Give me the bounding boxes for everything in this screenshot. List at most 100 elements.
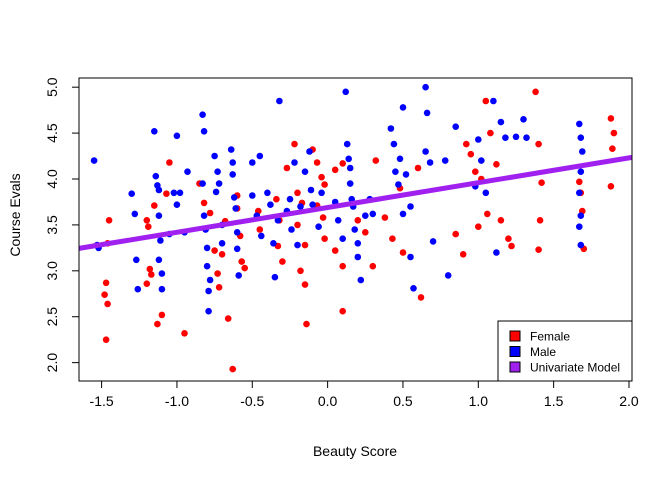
male-point <box>577 212 585 219</box>
female-point <box>256 226 264 233</box>
male-point <box>235 272 242 279</box>
female-point <box>273 195 280 203</box>
univariate-model-line <box>78 154 633 251</box>
female-point <box>143 217 151 224</box>
male-point <box>249 192 256 199</box>
female-point <box>607 115 615 122</box>
legend-label: Female <box>530 330 570 344</box>
female-point <box>381 214 389 221</box>
x-tick-label: 0.5 <box>393 393 413 409</box>
female-point <box>610 129 618 137</box>
male-point <box>475 136 482 143</box>
male-point <box>422 148 429 155</box>
female-point <box>319 214 327 221</box>
male-point <box>184 168 191 175</box>
male-point <box>264 189 271 197</box>
female-point <box>291 140 298 148</box>
male-point <box>512 133 520 141</box>
female-point <box>206 209 214 217</box>
female-point <box>508 242 515 250</box>
female-point <box>241 264 248 272</box>
male-point <box>256 152 264 160</box>
male-point <box>249 159 256 166</box>
y-tick-label: 4.0 <box>44 169 60 189</box>
female-point <box>467 150 475 158</box>
male-point <box>155 186 163 194</box>
male-point <box>133 256 140 264</box>
male-point <box>294 241 301 249</box>
x-axis: -1.5 -1.0 -0.5 0.0 0.5 1.0 1.5 2.0 <box>90 380 639 409</box>
male-point <box>523 134 530 141</box>
female-point <box>158 311 166 319</box>
female-point <box>321 181 328 188</box>
male-point <box>151 128 158 135</box>
female-point <box>105 217 113 224</box>
male-point <box>206 276 214 284</box>
female-point <box>102 336 110 344</box>
female-point <box>339 307 347 315</box>
male-point <box>232 205 239 212</box>
female-point <box>414 164 422 172</box>
female-point <box>294 221 301 229</box>
female-point <box>301 241 309 249</box>
female-point <box>459 251 467 258</box>
female-point <box>151 202 158 209</box>
male-point <box>497 118 505 126</box>
female-point <box>535 140 542 148</box>
male-point <box>362 212 369 219</box>
legend-swatch <box>509 361 521 373</box>
male-point <box>301 168 309 175</box>
legend-swatch <box>509 330 521 342</box>
legend-label: Male <box>530 345 556 359</box>
male-point <box>577 134 585 141</box>
female-point <box>339 262 347 270</box>
y-axis: 2.0 2.5 3.0 3.5 4.0 4.5 5.0 <box>44 77 80 372</box>
female-point <box>321 235 328 242</box>
female-point <box>472 168 479 175</box>
y-tick-label: 3.0 <box>44 261 60 281</box>
female-point <box>532 88 539 96</box>
female-point <box>163 190 170 197</box>
male-point <box>309 201 316 208</box>
female-point <box>369 262 377 270</box>
female-point <box>536 217 544 224</box>
female-point <box>283 164 291 172</box>
male-point <box>343 140 351 148</box>
male-point <box>577 168 585 175</box>
male-point <box>297 203 304 210</box>
x-tick-label: 1.5 <box>544 393 564 409</box>
female-point <box>538 179 545 186</box>
male-point <box>354 240 362 247</box>
female-point <box>318 173 325 181</box>
male-point <box>286 195 294 203</box>
male-point <box>274 217 282 224</box>
female-point <box>339 160 347 167</box>
male-point <box>176 189 184 197</box>
female-point <box>331 166 339 174</box>
male-point <box>452 123 460 130</box>
male-point <box>288 226 295 233</box>
female-point <box>181 330 188 337</box>
male-point <box>339 235 347 242</box>
male-point <box>173 132 181 140</box>
male-point <box>155 256 163 264</box>
male-point <box>399 104 407 111</box>
male-point <box>199 111 206 118</box>
female-point <box>354 217 362 224</box>
male-point <box>199 180 206 187</box>
male-point <box>346 164 354 172</box>
points-layer <box>90 83 618 373</box>
x-tick-label: 1.0 <box>469 393 489 409</box>
male-point <box>426 159 434 166</box>
female-point <box>154 320 161 328</box>
male-point <box>267 201 274 208</box>
y-tick-label: 3.5 <box>44 215 60 235</box>
x-tick-label: -1.5 <box>90 393 114 409</box>
male-point <box>422 83 429 91</box>
male-point <box>357 276 365 284</box>
female-point <box>417 294 425 301</box>
male-point <box>157 237 164 244</box>
male-point <box>203 262 211 270</box>
